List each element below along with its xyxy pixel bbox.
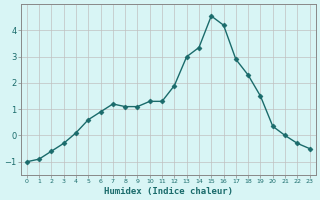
X-axis label: Humidex (Indice chaleur): Humidex (Indice chaleur) bbox=[104, 187, 233, 196]
